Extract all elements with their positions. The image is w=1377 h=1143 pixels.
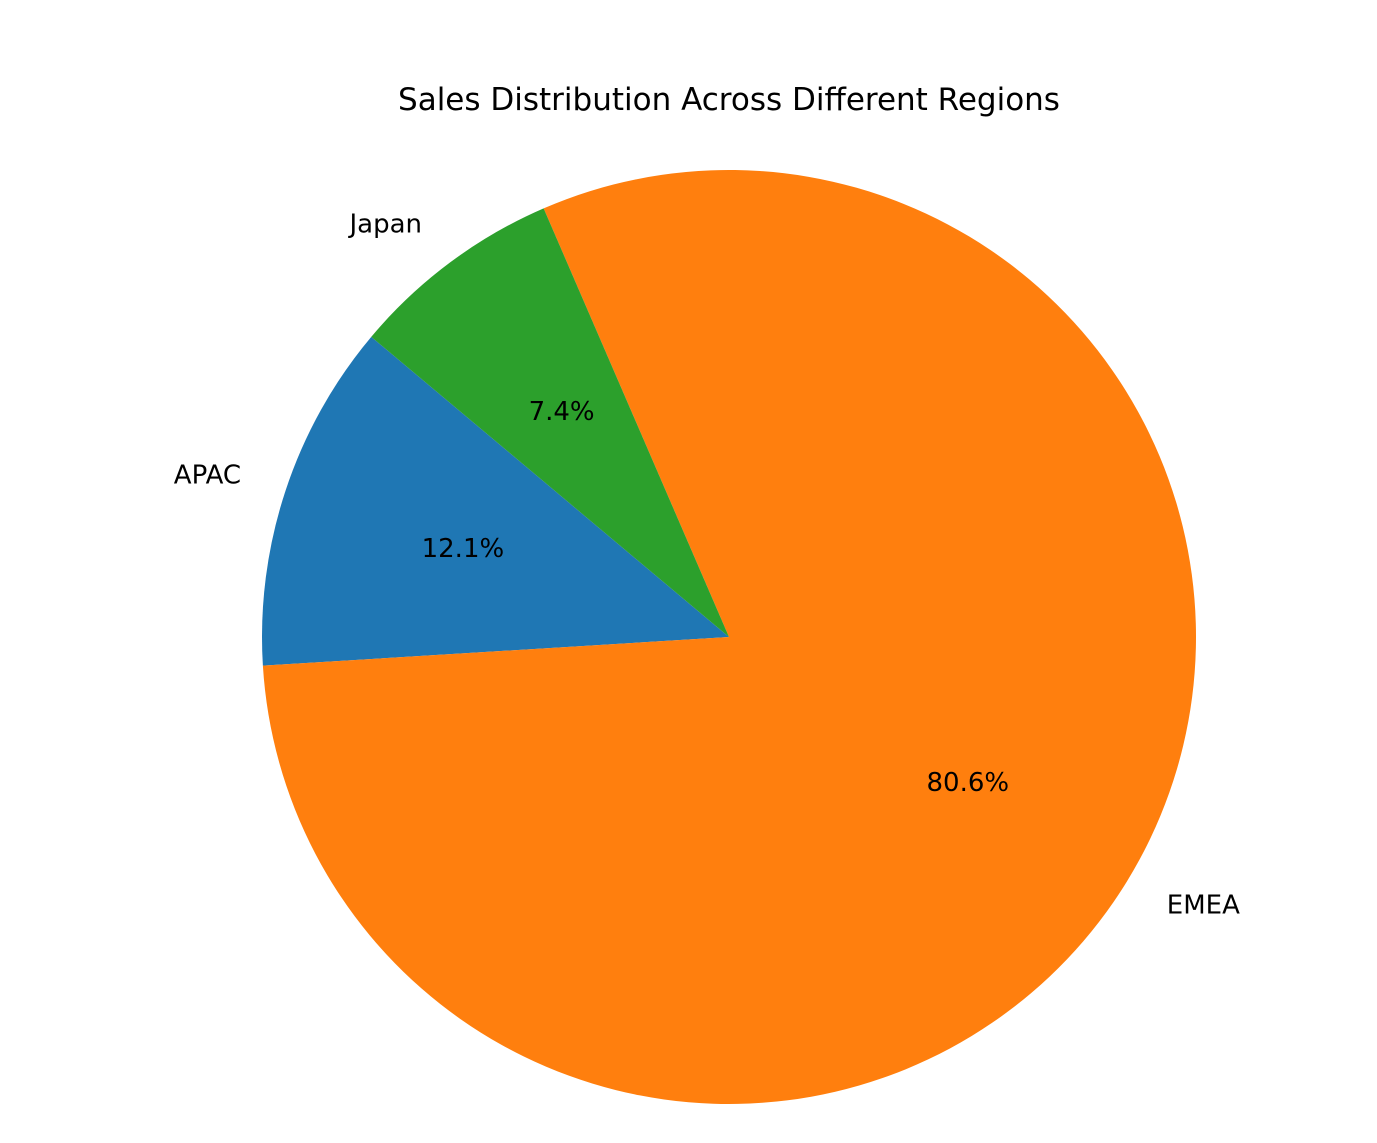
chart-title: Sales Distribution Across Different Regi… xyxy=(398,82,1060,118)
pct-label-japan: 7.4% xyxy=(529,397,595,427)
pie-slices xyxy=(262,170,1197,1105)
slice-label-apac: APAC xyxy=(174,461,241,491)
pie-labels: APAC 12.1% EMEA 80.6% Japan 7.4% xyxy=(174,210,1240,921)
pie-slice-emea xyxy=(262,170,1197,1105)
pct-label-emea: 80.6% xyxy=(926,768,1009,798)
pie-slice-japan xyxy=(371,208,729,637)
pct-label-apac: 12.1% xyxy=(422,534,505,564)
pie-slice-apac xyxy=(262,336,729,666)
slice-label-japan: Japan xyxy=(347,210,422,240)
slice-label-emea: EMEA xyxy=(1167,890,1240,920)
